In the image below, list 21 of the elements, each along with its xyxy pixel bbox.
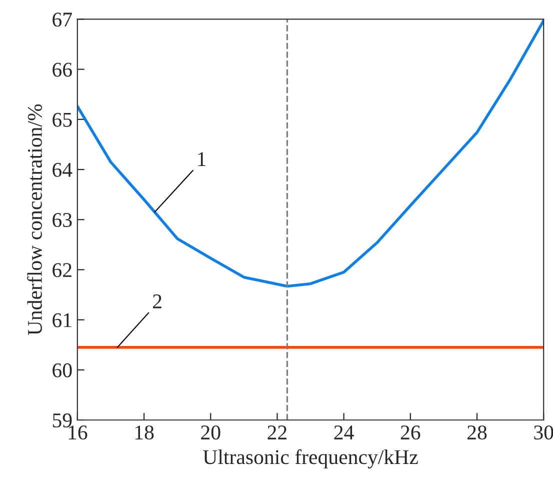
y-tick-label: 62 xyxy=(52,263,72,278)
y-tick-label: 61 xyxy=(52,313,72,328)
x-tick-label: 18 xyxy=(135,425,154,440)
x-tick-label: 16 xyxy=(68,426,88,440)
x-tick-label: 22 xyxy=(268,426,286,440)
y-axis-title: Underflow concentration/% xyxy=(27,104,42,336)
annotation: 1 xyxy=(198,152,206,166)
y-tick-label: 67 xyxy=(52,12,72,27)
x-tick-label: 30 xyxy=(534,425,553,440)
y-tick-label: 66 xyxy=(52,62,72,77)
y-tick-label: 60 xyxy=(52,363,72,378)
annotation: 2 xyxy=(153,294,162,308)
y-tick-label: 65 xyxy=(52,112,72,127)
y-tick-label: 64 xyxy=(52,162,72,177)
x-tick-label: 20 xyxy=(201,425,220,440)
x-tick-label: 28 xyxy=(468,425,487,440)
x-tick-label: 26 xyxy=(400,426,420,440)
x-tick-label: 24 xyxy=(334,426,354,440)
x-axis-title: Ultrasonic frequency/kHz xyxy=(203,449,418,468)
y-tick-label: 59 xyxy=(52,413,72,428)
y-tick-label: 63 xyxy=(52,213,72,228)
